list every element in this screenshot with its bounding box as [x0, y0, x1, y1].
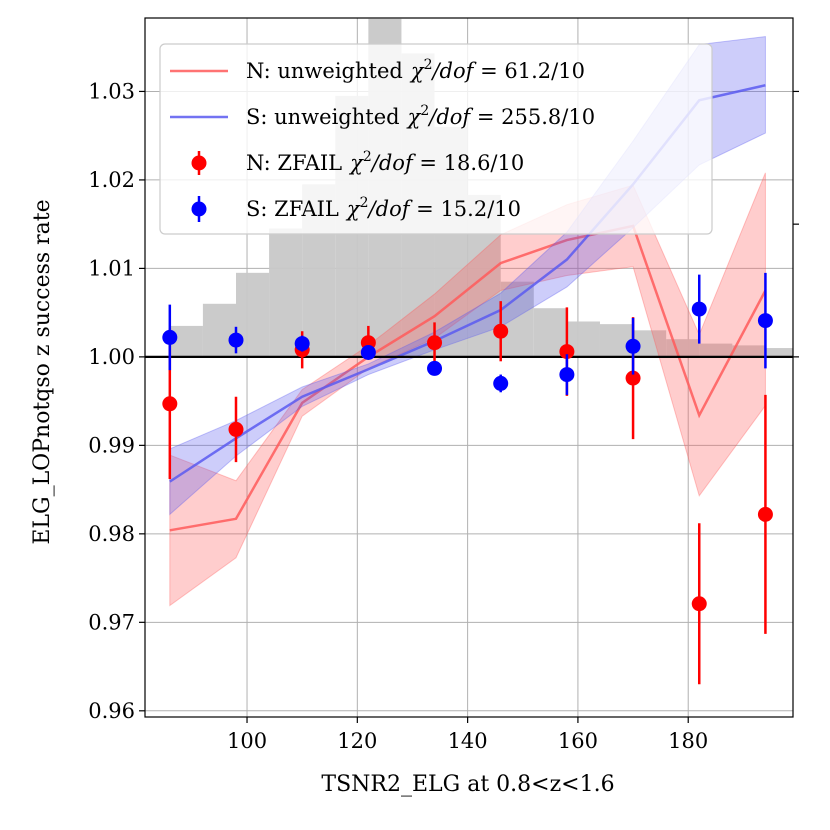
hist-bar-14: [599, 324, 634, 357]
s-zfail-point-8: [691, 274, 707, 344]
n-zfail-point-4: [427, 322, 443, 364]
s-zfail-point-9: [757, 272, 773, 369]
y-tick-label-1.03: 1.03: [88, 79, 135, 103]
legend-n-zfail: N: ZFAIL χ2/dof = 18.6/10: [246, 149, 524, 175]
s-zfail-marker-1: [228, 332, 244, 348]
s-zfail-point-5: [493, 374, 509, 393]
s-zfail-marker-6: [559, 367, 575, 383]
n-zfail-marker-8: [691, 596, 707, 612]
n-zfail-marker-9: [757, 506, 773, 522]
x-axis-title: TSNR2_ELG at 0.8<z<1.6: [321, 772, 614, 797]
y-tick-label-0.98: 0.98: [88, 522, 135, 546]
s-zfail-marker-0: [162, 329, 178, 345]
s-zfail-point-7: [625, 317, 641, 375]
n-zfail-point-8: [691, 523, 707, 685]
n-unweighted-line: [169, 224, 767, 532]
legend-s-zfail-swatch: [191, 196, 207, 222]
s-zfail-marker-3: [360, 344, 376, 360]
hist-bar-18: [732, 345, 766, 357]
s-zfail-point-2: [294, 335, 310, 352]
hist-bar-11: [500, 281, 534, 357]
legend-s-unweighted: S: unweighted χ2/dof = 255.8/10: [246, 103, 595, 129]
s-zfail-marker-9: [757, 313, 773, 329]
n-zfail-marker-5: [493, 323, 509, 339]
legend: N: unweighted χ2/dof = 61.2/10 S: unweigh…: [159, 43, 713, 235]
legend-n-unweighted: N: unweighted χ2/dof = 61.2/10: [246, 57, 585, 83]
n-zfail-marker-4: [427, 335, 443, 351]
n-zfail-marker-0: [162, 396, 178, 412]
x-tick-label-160: 160: [558, 729, 598, 753]
legend-box: [159, 43, 713, 235]
y-tick-label-1.02: 1.02: [88, 168, 135, 192]
n-zfail-point-9: [757, 394, 773, 634]
s-zfail-marker-7: [625, 338, 641, 354]
hist-bar-2: [202, 303, 236, 357]
s-zfail-point-1: [228, 326, 244, 354]
errorbars: [162, 272, 773, 685]
y-tick-label-0.96: 0.96: [88, 699, 135, 723]
s-unweighted-band: [169, 36, 766, 516]
legend-s-zfail: S: ZFAIL χ2/dof = 15.2/10: [246, 195, 521, 221]
s-zfail-point-0: [162, 304, 178, 371]
s-zfail-marker-5: [493, 375, 509, 391]
y-tick-label-1.00: 1.00: [88, 345, 135, 369]
s-zfail-marker-4: [427, 360, 443, 376]
legend-n-zfail-swatch: [191, 151, 207, 175]
n-zfail-point-5: [493, 301, 509, 362]
hist-bar-17: [699, 343, 733, 357]
x-tick-label-120: 120: [337, 729, 377, 753]
y-tick-label-0.99: 0.99: [88, 433, 135, 457]
n-zfail-marker-7: [625, 370, 641, 386]
n-zfail-marker-1: [228, 421, 244, 437]
y-axis-title: ELG_LOPnotqso z success rate: [30, 199, 55, 544]
n-zfail-point-1: [228, 396, 244, 463]
n-zfail-marker-6: [559, 344, 575, 360]
x-tick-label-100: 100: [227, 729, 267, 753]
s-zfail-point-6: [559, 354, 575, 395]
plot-frame: [144, 17, 794, 718]
s-zfail-marker-8: [691, 301, 707, 317]
s-zfail-point-4: [427, 360, 443, 376]
x-tick-label-140: 140: [448, 729, 488, 753]
ticks: 100 120 140 160 180 0.96 0.97 0.98 0.99 1.00 1.01 1…: [88, 79, 799, 753]
hist-bar-19: [765, 348, 793, 357]
s-zfail-marker-2: [294, 336, 310, 352]
y-tick-label-1.01: 1.01: [88, 256, 135, 280]
s-zfail-point-3: [360, 344, 376, 360]
y-tick-label-0.97: 0.97: [88, 610, 135, 634]
x-tick-label-180: 180: [668, 729, 708, 753]
hist-bar-4: [269, 228, 303, 357]
